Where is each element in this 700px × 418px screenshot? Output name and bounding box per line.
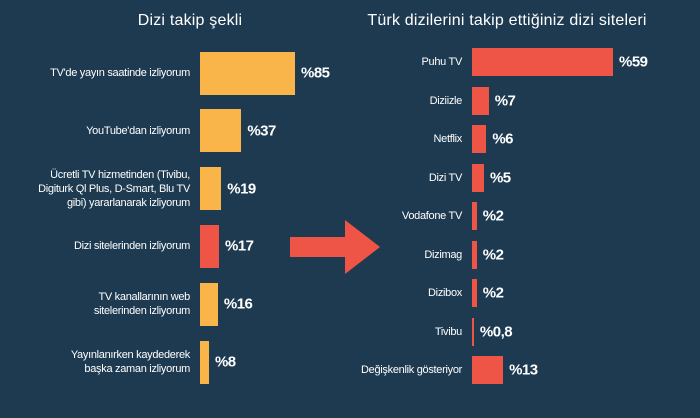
value-label: %2: [482, 284, 504, 302]
value-label: %85: [301, 64, 330, 82]
value-label: %16: [223, 295, 253, 313]
value-label: %6: [492, 130, 514, 148]
chart-title: Dizi takip şekli: [137, 12, 243, 29]
bar: [200, 51, 295, 95]
value-label: %5: [489, 169, 511, 186]
category-label: Dizibox: [428, 287, 462, 299]
category-label: TV'de yayın saatinde izliyorum: [50, 67, 190, 79]
category-label: Dizimag: [424, 248, 462, 261]
value-label: %19: [227, 180, 256, 198]
value-label: %17: [225, 237, 254, 255]
bar: [472, 86, 489, 115]
bar: [472, 356, 504, 384]
category-label: Vodafone TV: [401, 210, 462, 222]
category-label: Değişkenlik gösteriyor: [361, 364, 462, 376]
category-label: Yayınlanırken kaydederek başka zaman izl…: [70, 349, 190, 375]
bar: [472, 48, 613, 76]
bar: [472, 202, 477, 230]
value-label: %2: [482, 207, 504, 225]
bar: [200, 282, 218, 326]
arrow: [290, 220, 380, 274]
category-label: Ücretli TV hizmetinden (Tivibu, Digiturk…: [38, 168, 190, 209]
category-label: Netflix: [433, 133, 463, 145]
value-label: %37: [247, 122, 276, 140]
category-label: Puhu TV: [421, 56, 462, 68]
value-label: %59: [619, 53, 648, 71]
bar: [472, 279, 477, 307]
bar: [200, 340, 209, 384]
value-label: %7: [494, 92, 516, 109]
category-label: Tivibu: [434, 325, 462, 338]
value-label: %13: [509, 361, 538, 379]
category-label: Diziizle: [429, 94, 463, 107]
bar: [472, 163, 484, 192]
category-label: TV kanallarının web sitelerinden izliyor…: [93, 291, 190, 318]
category-label: YouTube'dan izliyorum: [86, 124, 190, 137]
bar: [200, 224, 219, 268]
bar: [472, 125, 487, 153]
bar: [200, 167, 222, 211]
bar: [472, 240, 477, 269]
value-label: %0,8: [479, 323, 513, 340]
value-label: %2: [482, 246, 504, 263]
bar: [472, 317, 474, 346]
category-label: Dizi sitelerinden izliyorum: [74, 240, 190, 253]
category-label: Dizi TV: [428, 171, 462, 184]
bar: [200, 109, 242, 153]
value-label: %8: [214, 353, 236, 371]
chart-title: Türk dizilerini takip ettiğiniz dizi sit…: [367, 12, 647, 29]
